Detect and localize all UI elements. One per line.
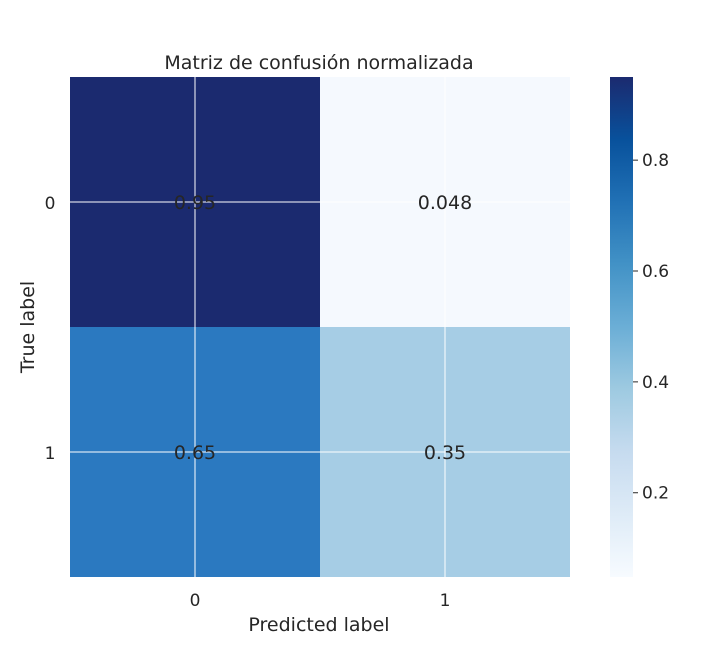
- colorbar: [610, 77, 633, 577]
- colorbar-tick-label-2: 0.6: [642, 262, 669, 282]
- cell-value-labels: 0.95 0.048 0.65 0.35: [174, 192, 472, 464]
- y-tick-label-0: 0: [45, 194, 56, 214]
- y-tick-label-1: 1: [45, 444, 56, 464]
- heatmap-cells: [70, 77, 570, 577]
- colorbar-ticks: 0.2 0.4 0.6 0.8: [633, 151, 669, 504]
- heatmap-grid: [70, 77, 570, 577]
- colorbar-tick-label-0: 0.2: [642, 484, 669, 504]
- cell-label-1-0: 0.65: [174, 442, 216, 464]
- colorbar-tick-label-3: 0.8: [642, 151, 669, 171]
- x-tick-label-1: 1: [440, 591, 451, 611]
- cell-label-0-1: 0.048: [418, 192, 472, 214]
- colorbar-tick-label-1: 0.4: [642, 373, 669, 393]
- y-axis-label: True label: [17, 281, 39, 374]
- cell-label-1-1: 0.35: [424, 442, 466, 464]
- chart-title: Matriz de confusión normalizada: [164, 52, 473, 74]
- x-axis-label: Predicted label: [248, 614, 389, 636]
- cell-label-0-0: 0.95: [174, 192, 216, 214]
- x-tick-label-0: 0: [190, 591, 201, 611]
